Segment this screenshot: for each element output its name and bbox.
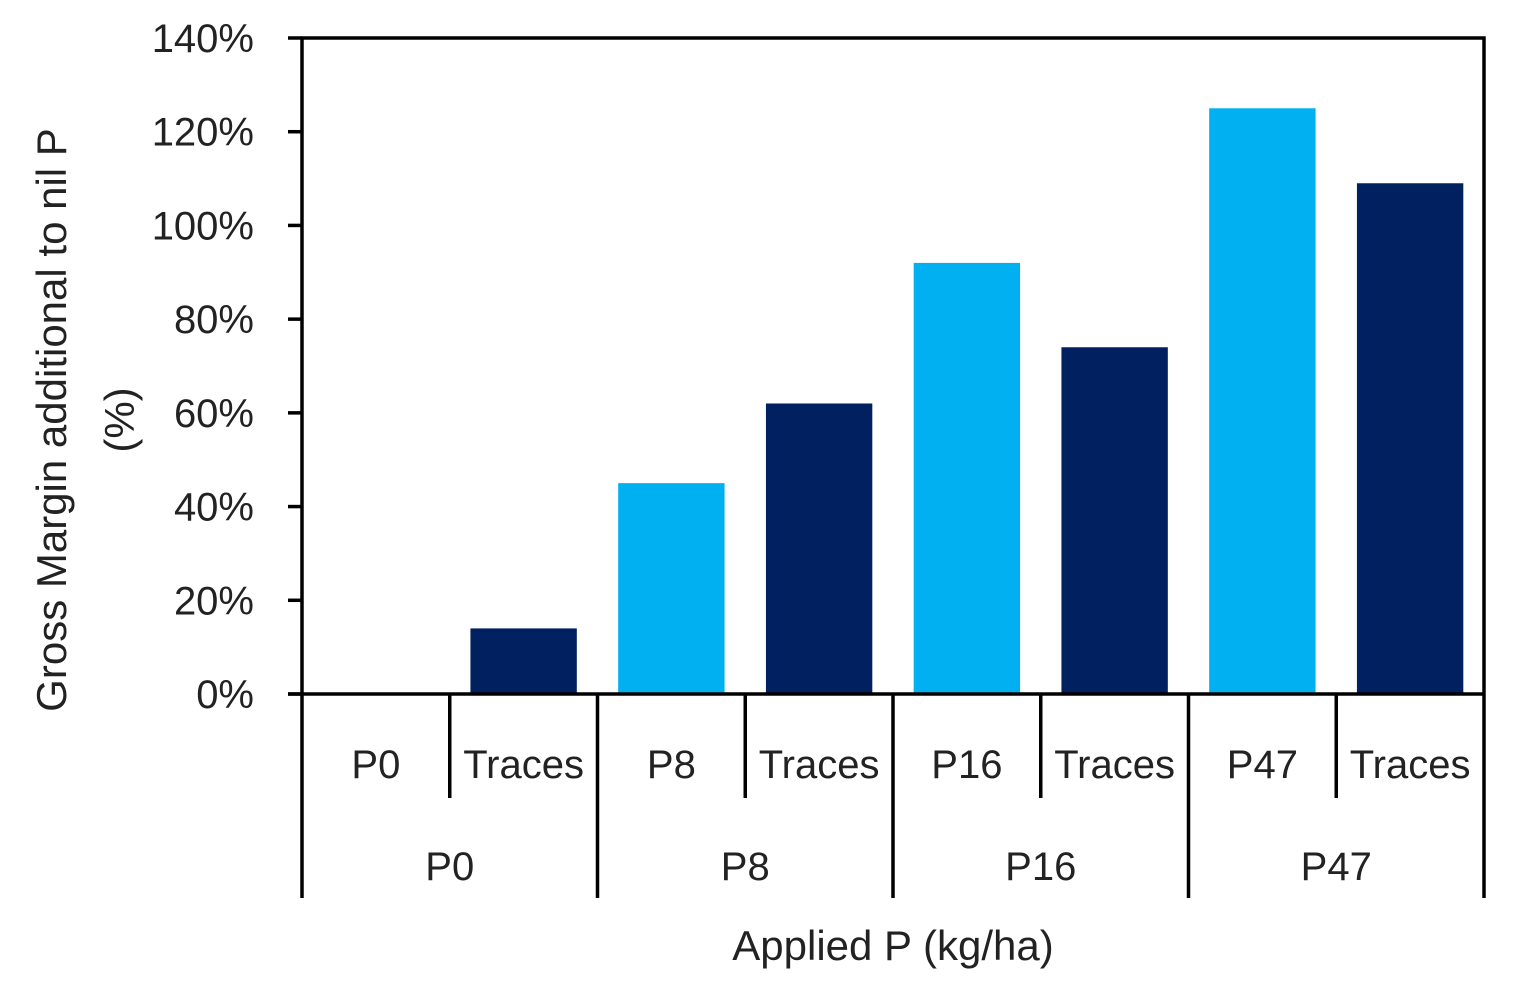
bar-p8-p8 <box>618 483 725 694</box>
x-axis-title: Applied P (kg/ha) <box>732 922 1053 969</box>
y-tick-label: 60% <box>174 392 254 436</box>
bar-series <box>470 108 1464 695</box>
x-category-label: Traces <box>463 743 584 787</box>
y-tick-label: 0% <box>196 673 254 717</box>
bar-p0-traces <box>470 628 577 694</box>
bar-p8-traces <box>765 403 873 694</box>
bar-p47-traces <box>1356 183 1464 694</box>
plot-frame <box>288 36 1486 696</box>
x-category-label: P16 <box>931 743 1002 787</box>
x-category-label: P8 <box>647 743 696 787</box>
y-axis-title: Gross Margin additional to nil P (%) <box>28 128 143 712</box>
x-group-label: P16 <box>1005 845 1076 889</box>
x-group-label: P8 <box>721 845 770 889</box>
y-axis-ticks: 0% 20% 40% 60% 80% 100% 120% 140% <box>152 17 302 717</box>
y-tick-label: 120% <box>152 111 254 155</box>
y-tick-label: 100% <box>152 204 254 248</box>
y-tick-label: 20% <box>174 579 254 623</box>
x-group-label: P0 <box>425 845 474 889</box>
bar-p16-p16 <box>913 262 1021 694</box>
y-tick-label: 40% <box>174 486 254 530</box>
x-group-label: P47 <box>1301 845 1372 889</box>
bar-p47-p47 <box>1209 108 1316 695</box>
y-tick-label: 80% <box>174 298 254 342</box>
plot-border <box>288 36 1486 696</box>
x-category-label: Traces <box>1350 743 1471 787</box>
y-axis-title-line1: Gross Margin additional to nil P <box>28 128 75 712</box>
bar-p16-traces <box>1061 347 1168 694</box>
x-category-label: Traces <box>1054 743 1175 787</box>
x-category-label: Traces <box>759 743 880 787</box>
y-axis-title-line2: (%) <box>96 387 143 452</box>
x-category-label: P0 <box>351 743 400 787</box>
y-tick-label: 140% <box>152 17 254 61</box>
x-axis-categories: P0 Traces P0 P8 Traces P8 P16 Traces P16 P47 Trace… <box>300 694 1486 898</box>
x-category-label: P47 <box>1227 743 1298 787</box>
